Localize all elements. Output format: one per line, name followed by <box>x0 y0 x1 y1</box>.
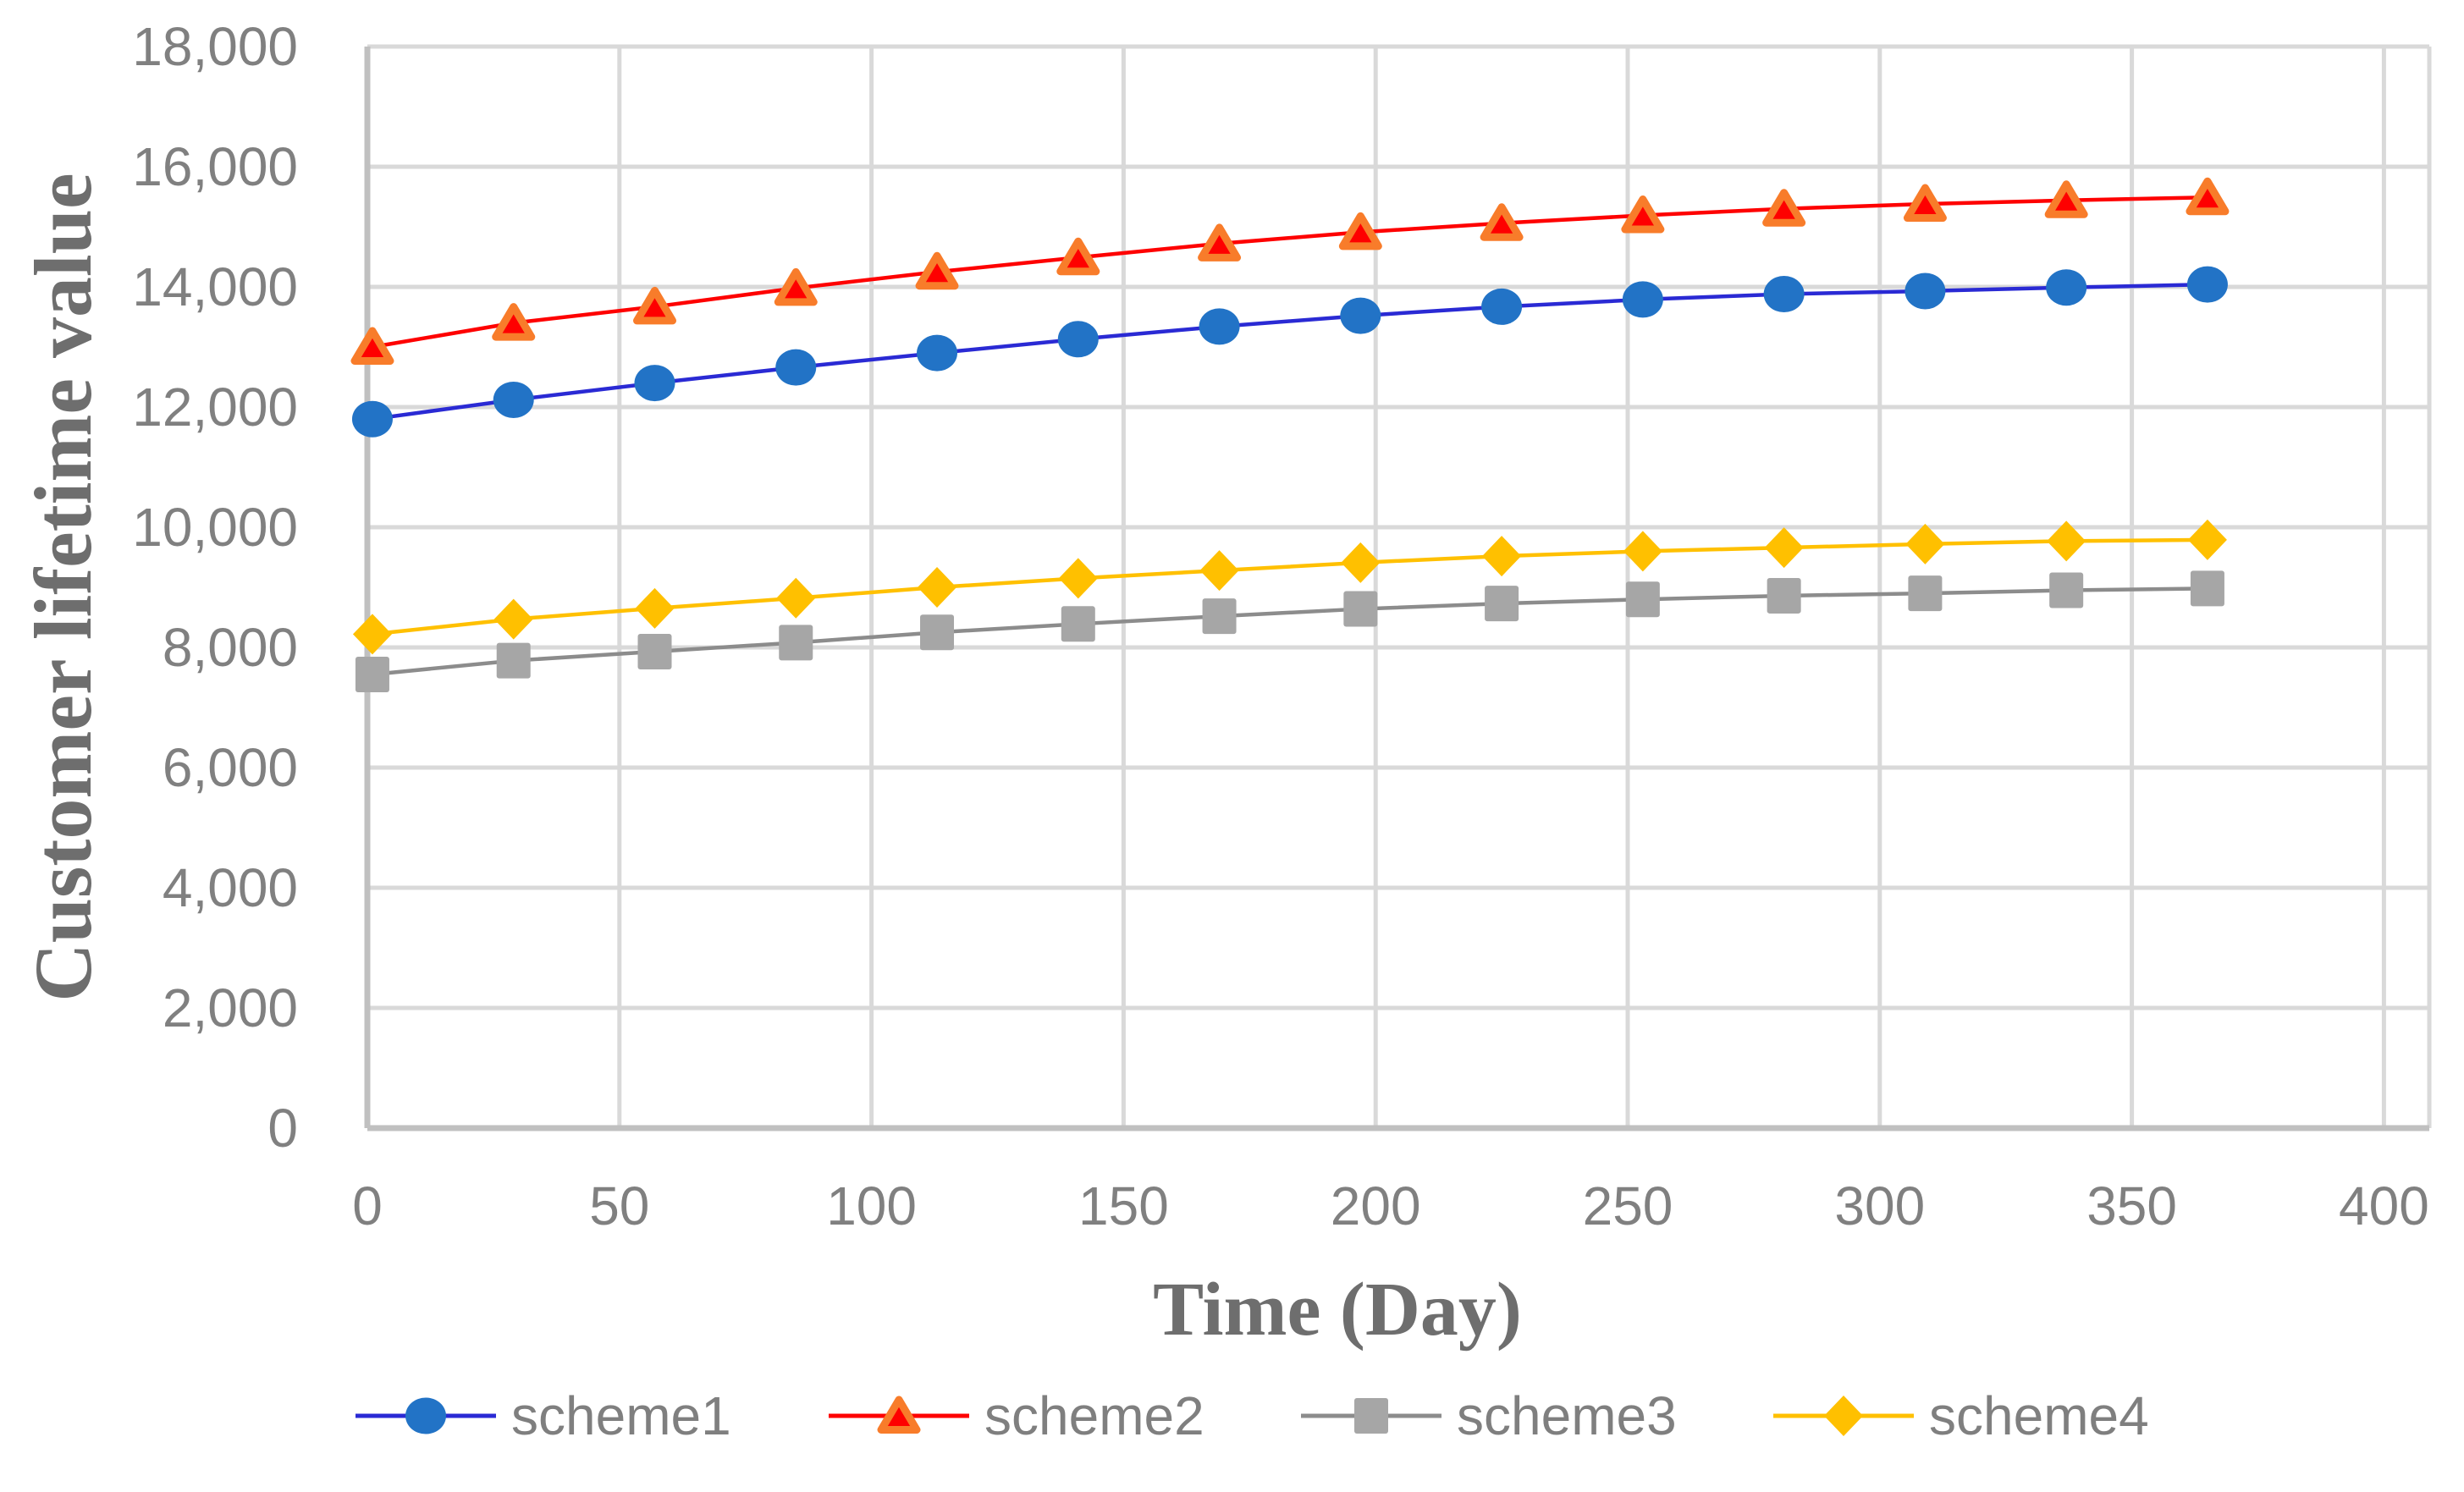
series-scheme4-line <box>372 537 2208 636</box>
y-tick-label: 10,000 <box>132 497 298 558</box>
x-tick-label: 200 <box>1330 1175 1421 1236</box>
series-scheme3-line <box>372 586 2208 677</box>
legend-label: scheme3 <box>1457 1385 1677 1446</box>
y-tick-label: 6,000 <box>162 737 298 798</box>
x-tick-label: 300 <box>1834 1175 1926 1236</box>
scheme4-diamond-marker-icon <box>1772 1385 1916 1447</box>
series-scheme1 <box>351 266 2228 438</box>
series-scheme1-line <box>372 282 2208 421</box>
y-tick-label: 18,000 <box>132 16 298 77</box>
y-tick-label: 12,000 <box>132 377 298 438</box>
legend-item-scheme1: scheme1 <box>354 1385 731 1447</box>
x-tick-label: 350 <box>2086 1175 2177 1236</box>
gridlines <box>367 44 2432 1128</box>
scheme3-square-marker-icon <box>1299 1385 1443 1447</box>
legend-label: scheme4 <box>1929 1385 2149 1446</box>
series-scheme3 <box>355 570 2224 692</box>
y-tick-label: 8,000 <box>162 617 298 678</box>
y-axis-title: Customer lifetime value <box>18 173 108 1002</box>
series-scheme2 <box>350 177 2230 365</box>
x-tick-label: 400 <box>2339 1175 2429 1236</box>
legend-item-scheme2: scheme2 <box>827 1385 1204 1447</box>
x-tick-label: 150 <box>1078 1175 1169 1236</box>
axis-lines <box>364 47 2429 1131</box>
y-tick-label: 2,000 <box>162 977 298 1038</box>
series-scheme4 <box>352 519 2227 655</box>
x-tick-label: 0 <box>352 1175 383 1236</box>
legend-label: scheme2 <box>984 1385 1204 1446</box>
x-tick-label: 250 <box>1582 1175 1673 1236</box>
x-axis-title: Time (Day) <box>1153 1268 1522 1352</box>
x-tick-label: 50 <box>589 1175 650 1236</box>
y-tick-label: 14,000 <box>132 256 298 317</box>
legend-item-scheme4: scheme4 <box>1772 1385 2149 1447</box>
scheme2-triangle-marker-icon <box>827 1385 971 1447</box>
y-tick-label: 0 <box>267 1098 298 1159</box>
scheme1-circle-marker-icon <box>354 1385 498 1447</box>
legend-label: scheme1 <box>511 1385 731 1446</box>
x-tick-label: 100 <box>826 1175 917 1236</box>
y-tick-label: 16,000 <box>132 136 298 197</box>
y-tick-label: 4,000 <box>162 857 298 918</box>
legend-item-scheme3: scheme3 <box>1299 1385 1677 1447</box>
series-scheme2-line <box>372 195 2208 350</box>
